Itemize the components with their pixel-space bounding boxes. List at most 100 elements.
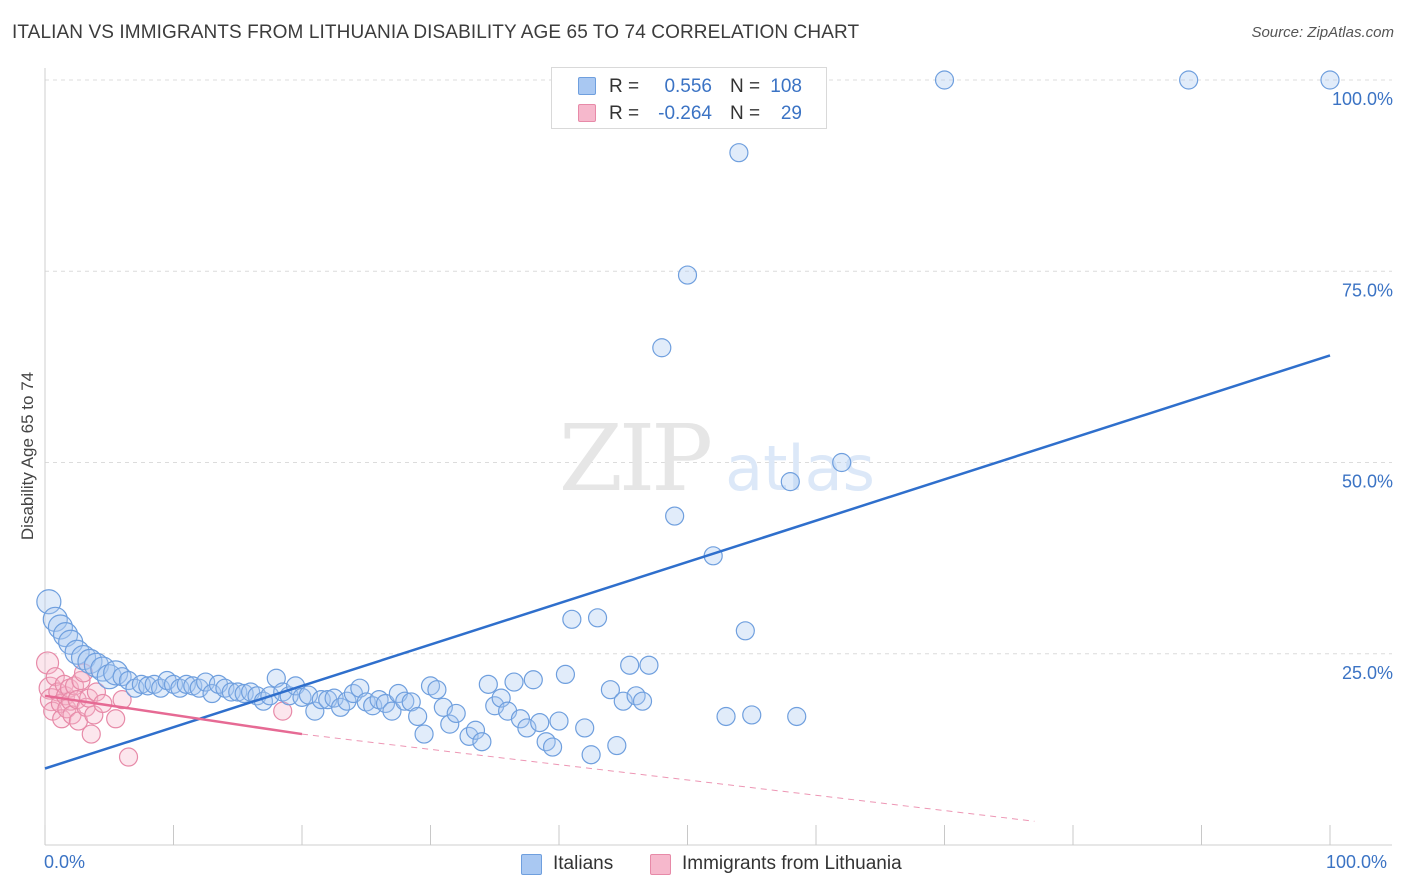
italians-point (47, 614, 74, 640)
italians-point (77, 648, 103, 675)
italians-r-value: 0.556 (664, 76, 712, 97)
italians-point (626, 686, 646, 706)
italians-point (103, 660, 129, 686)
italians-point (639, 655, 659, 675)
y-tick-label: 75.0% (1342, 280, 1393, 300)
chart-title: ITALIAN VS IMMIGRANTS FROM LITHUANIA DIS… (12, 22, 860, 43)
italians-point (52, 622, 79, 648)
italians-point (620, 655, 640, 675)
italians-point (530, 712, 550, 733)
italians-point (408, 706, 428, 727)
italians-points (36, 70, 1340, 765)
lithuania-point (52, 709, 72, 729)
lithuania-point (106, 709, 126, 729)
italians-point (600, 680, 621, 700)
italians-point (735, 621, 755, 641)
source-label: Source: ZipAtlas.com (1251, 24, 1394, 41)
lithuania-point (86, 682, 107, 702)
y-tick-labels: 25.0% 50.0% 75.0% 100.0% (1332, 89, 1393, 683)
lithuania-point (118, 747, 139, 767)
lithuania-point (81, 724, 101, 744)
italians-point (581, 745, 601, 765)
italians-swatch (578, 77, 596, 95)
italians-point (787, 706, 807, 727)
x-tick-max: 100.0% (1326, 852, 1388, 872)
lithuania-swatch (578, 104, 596, 122)
legend-lithuania-swatch (650, 854, 671, 875)
italians-point (665, 506, 685, 526)
italians-point (677, 265, 698, 285)
y-tick-label: 100.0% (1332, 89, 1393, 109)
legend-italians-swatch (521, 854, 542, 875)
stats-row-lithuania: R = -0.264 N = 29 (552, 101, 826, 127)
italians-n-value: 108 (770, 76, 802, 97)
italians-point (729, 143, 749, 163)
italians-point (440, 714, 460, 734)
italians-point (118, 670, 139, 691)
lithuania-points (35, 651, 293, 767)
italians-point (478, 674, 498, 694)
italians-point (176, 674, 196, 694)
italians-point (575, 718, 595, 738)
italians-point (742, 705, 762, 725)
lithuania-r-label: R = (609, 103, 640, 124)
italians-point (427, 680, 447, 700)
lithuania-n-label: N = (730, 103, 761, 124)
italians-point (607, 735, 627, 756)
italians-point (517, 718, 537, 738)
y-tick-label: 25.0% (1342, 663, 1393, 683)
italians-point (555, 664, 576, 685)
lithuania-trend-line (44, 694, 303, 736)
italians-point (716, 706, 736, 727)
italians-point (832, 452, 852, 473)
italians-point (587, 608, 608, 628)
italians-point (504, 672, 524, 692)
italians-point (549, 711, 569, 731)
italians-point (562, 609, 582, 629)
italians-point (70, 644, 97, 671)
italians-point (382, 701, 402, 721)
lithuania-point (71, 670, 91, 691)
axes (44, 68, 1392, 846)
italians-point (613, 691, 633, 711)
italians-point (1179, 70, 1199, 90)
italians-point (414, 724, 434, 744)
italians-point (465, 720, 486, 740)
stats-box: R = 0.556 N = 108 R = -0.264 N = 29 (551, 67, 827, 129)
italians-point (536, 732, 556, 752)
y-tick-label: 50.0% (1342, 472, 1393, 492)
italians-point (375, 693, 396, 714)
italians-point (542, 737, 563, 757)
italians-point (395, 691, 415, 711)
grid-lines (45, 79, 1392, 655)
italians-point (151, 678, 171, 698)
legend-lithuania-label: Immigrants from Lithuania (682, 853, 902, 874)
italians-point (485, 696, 505, 716)
italians-point (934, 70, 955, 90)
watermark-atlas: atlas (725, 432, 875, 505)
italians-n-label: N = (730, 76, 761, 97)
italians-point (780, 472, 800, 492)
italians-r-label: R = (609, 76, 640, 97)
lithuania-r-value: -0.264 (658, 103, 712, 124)
watermark: ZIP atlas (559, 405, 875, 512)
stats-row-italians: R = 0.556 N = 108 (552, 74, 826, 100)
lithuania-n-value: 29 (780, 103, 802, 124)
x-tick-min: 0.0% (44, 852, 86, 872)
italians-point (472, 732, 492, 752)
italians-point (42, 606, 68, 632)
italians-point (305, 701, 325, 721)
italians-trend-line (44, 354, 1331, 770)
italians-point (337, 691, 357, 711)
lithuania-point (112, 690, 132, 710)
italians-point (446, 703, 466, 724)
trend-lines (44, 354, 1331, 822)
italians-point (632, 691, 653, 711)
lithuania-trend-extension (301, 733, 1035, 822)
watermark-zip: ZIP (559, 405, 710, 512)
italians-point (1320, 70, 1340, 90)
italians-point (652, 338, 672, 358)
italians-point (523, 670, 543, 690)
legend-italians-label: Italians (553, 853, 614, 874)
